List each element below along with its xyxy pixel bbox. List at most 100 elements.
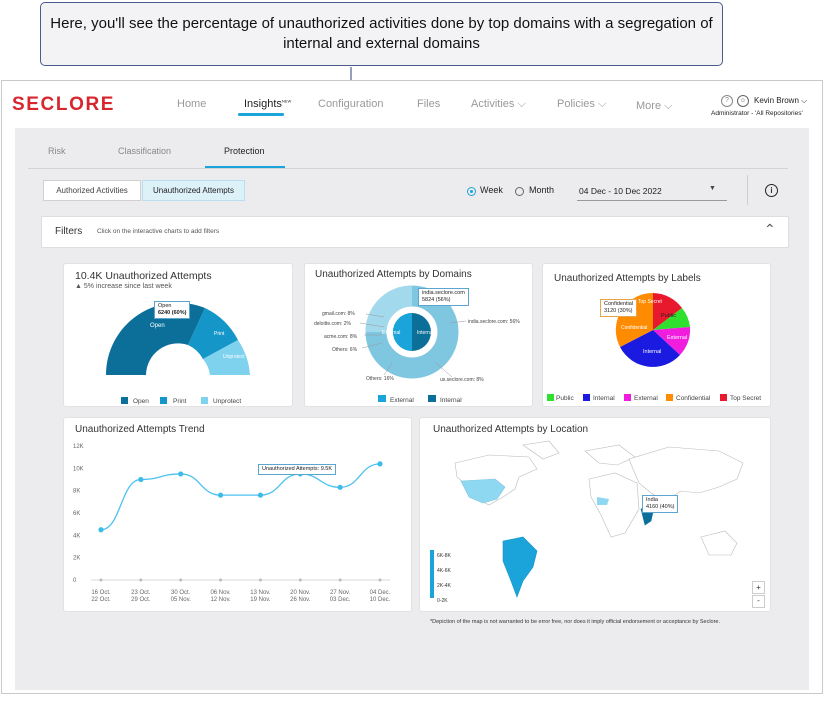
x-tick-dot (219, 578, 223, 582)
label-deloitte: deloitte.com: 2% (314, 321, 352, 327)
nav-configuration[interactable]: Configuration (318, 98, 384, 110)
attempts-title: 10.4K Unauthorized Attempts (75, 270, 212, 282)
legend-confidential[interactable]: Confidential (676, 395, 711, 402)
tab-protection[interactable]: Protection (224, 146, 265, 156)
week-label: Week (480, 185, 503, 195)
nav-more[interactable]: More ⌵ (636, 100, 672, 113)
x-tick-label: 27 Nov. (330, 590, 351, 596)
legend-external[interactable]: External (634, 395, 658, 402)
x-tick-dot (179, 578, 183, 582)
legend-external[interactable]: External (390, 397, 414, 404)
y-tick-label: 10K (73, 466, 84, 472)
legend-unprotect[interactable]: Unprotect (213, 398, 241, 405)
x-tick-label: 23 Oct. (131, 590, 151, 596)
label-india: india.seclore.com: 56% (468, 319, 520, 325)
help-icon[interactable]: ? (721, 95, 733, 107)
chevron-down-icon: ⌵ (517, 98, 526, 110)
external-inner[interactable] (393, 313, 412, 351)
tooltip-label: Confidential (604, 301, 634, 307)
x-tick-label: 30 Oct. (171, 590, 191, 596)
legend-swatch-unprotect (201, 397, 208, 404)
legend-print[interactable]: Print (173, 398, 187, 405)
tooltip-value: 4160 (40%) (646, 504, 675, 510)
tooltip-value: 5824 (56%) (422, 297, 451, 303)
attempts-donut[interactable]: Open Print Unprotect Open Print Unprotec… (63, 263, 293, 407)
legend-swatch-internal (583, 394, 590, 401)
legend-open[interactable]: Open (133, 398, 149, 405)
world-map[interactable]: 6K-8K 4K-6K 2K-4K 0-2K (419, 417, 771, 612)
week-radio[interactable] (467, 187, 476, 196)
slice-external-label: External (667, 335, 687, 341)
chevron-down-icon: ⌵ (801, 96, 808, 105)
legend-internal[interactable]: Internal (593, 395, 615, 402)
x-tick-label: 26 Nov. (290, 597, 311, 603)
trend-point[interactable] (377, 461, 383, 467)
trend-point[interactable] (257, 492, 264, 498)
legend-topsecret[interactable]: Top Secret (730, 395, 761, 402)
x-tick-label: 03 Dec. (330, 597, 351, 603)
legend-swatch-external (378, 395, 386, 402)
nav-more-label: More (636, 100, 662, 112)
trend-point[interactable] (138, 476, 144, 483)
zoom-in-button[interactable]: + (752, 581, 765, 594)
nav-activities[interactable]: Activities ⌵ (471, 98, 526, 111)
trend-point[interactable] (337, 484, 343, 490)
nav-files[interactable]: Files (417, 98, 441, 110)
trend-card[interactable]: Unauthorized Attempts Trend (63, 417, 412, 612)
nav-insights[interactable]: InsightsNEW (244, 98, 291, 110)
slice-external[interactable] (653, 327, 691, 355)
info-icon[interactable]: i (765, 184, 778, 197)
zoom-out-button[interactable]: - (752, 595, 765, 608)
legend-swatch-external (624, 394, 631, 401)
location-tooltip: India 4160 (40%) (642, 495, 679, 513)
print-segment[interactable] (188, 308, 238, 359)
nav-policies[interactable]: Policies ⌵ (557, 98, 606, 111)
x-tick-label: 12 Nov. (210, 597, 231, 603)
nav-active-indicator (238, 113, 284, 116)
month-radio[interactable] (515, 187, 524, 196)
filters-panel[interactable]: Filters Click on the interactive charts … (41, 216, 789, 248)
chevron-up-icon[interactable]: ⌃ (764, 221, 776, 237)
date-range-select[interactable]: 04 Dec - 10 Dec 2022 ▼ (577, 180, 727, 201)
seg-print-label: Print (214, 331, 225, 337)
brazil-region[interactable] (502, 536, 538, 598)
user-avatar-icon[interactable]: ☺ (737, 95, 749, 107)
legend-internal[interactable]: Internal (440, 397, 462, 404)
unauthorized-attempts-button[interactable]: Unauthorized Attempts (142, 180, 245, 201)
legend-0-2k: 0-2K (437, 598, 448, 604)
tab-classification[interactable]: Classification (118, 146, 172, 156)
trend-title: Unauthorized Attempts Trend (75, 424, 205, 435)
africa-region[interactable] (597, 497, 609, 505)
seg-open-label: Open (150, 323, 165, 329)
slice-internal[interactable] (620, 330, 680, 367)
labels-pie[interactable]: Top Secret Public External Internal Conf… (542, 263, 771, 407)
x-tick-dot (258, 578, 262, 582)
open-segment[interactable] (105, 302, 205, 375)
tooltip-label: India (646, 497, 658, 503)
tab-risk[interactable]: Risk (48, 146, 66, 156)
authorized-activities-button[interactable]: Authorized Activities (43, 180, 141, 201)
slice-public[interactable] (653, 308, 690, 330)
x-tick-label: 19 Nov. (250, 597, 271, 603)
user-name[interactable]: Kevin Brown ⌵ (754, 96, 807, 106)
trend-point[interactable] (98, 527, 104, 533)
trend-chart[interactable]: 12K 10K 8K 6K 4K 2K 0 16 Oct.22 Oct. 23 Oct.29 O… (63, 417, 412, 612)
legend-swatch-topsecret (720, 394, 727, 401)
inner-external-label: External (382, 330, 400, 336)
seclore-logo: SECLORE (12, 94, 116, 115)
slice-topsecret[interactable] (653, 293, 682, 330)
subtab-bar (28, 140, 788, 169)
unprotect-segment[interactable] (203, 340, 250, 375)
trend-point[interactable] (217, 492, 224, 498)
domains-title: Unauthorized Attempts by Domains (315, 269, 472, 280)
nav-policies-label: Policies (557, 98, 595, 110)
labels-tooltip: Confidential 3120 (30%) (600, 299, 638, 317)
legend-public[interactable]: Public (556, 395, 574, 402)
x-tick-label: 04 Dec. (370, 590, 391, 596)
y-tick-label: 12K (73, 444, 84, 450)
trend-point[interactable] (178, 471, 184, 477)
usa-region[interactable] (460, 478, 506, 504)
nav-home[interactable]: Home (177, 98, 207, 110)
caret-down-icon: ▼ (709, 185, 716, 192)
domains-donut[interactable]: External Internal gmail.com: 8% deloitte… (304, 263, 533, 407)
